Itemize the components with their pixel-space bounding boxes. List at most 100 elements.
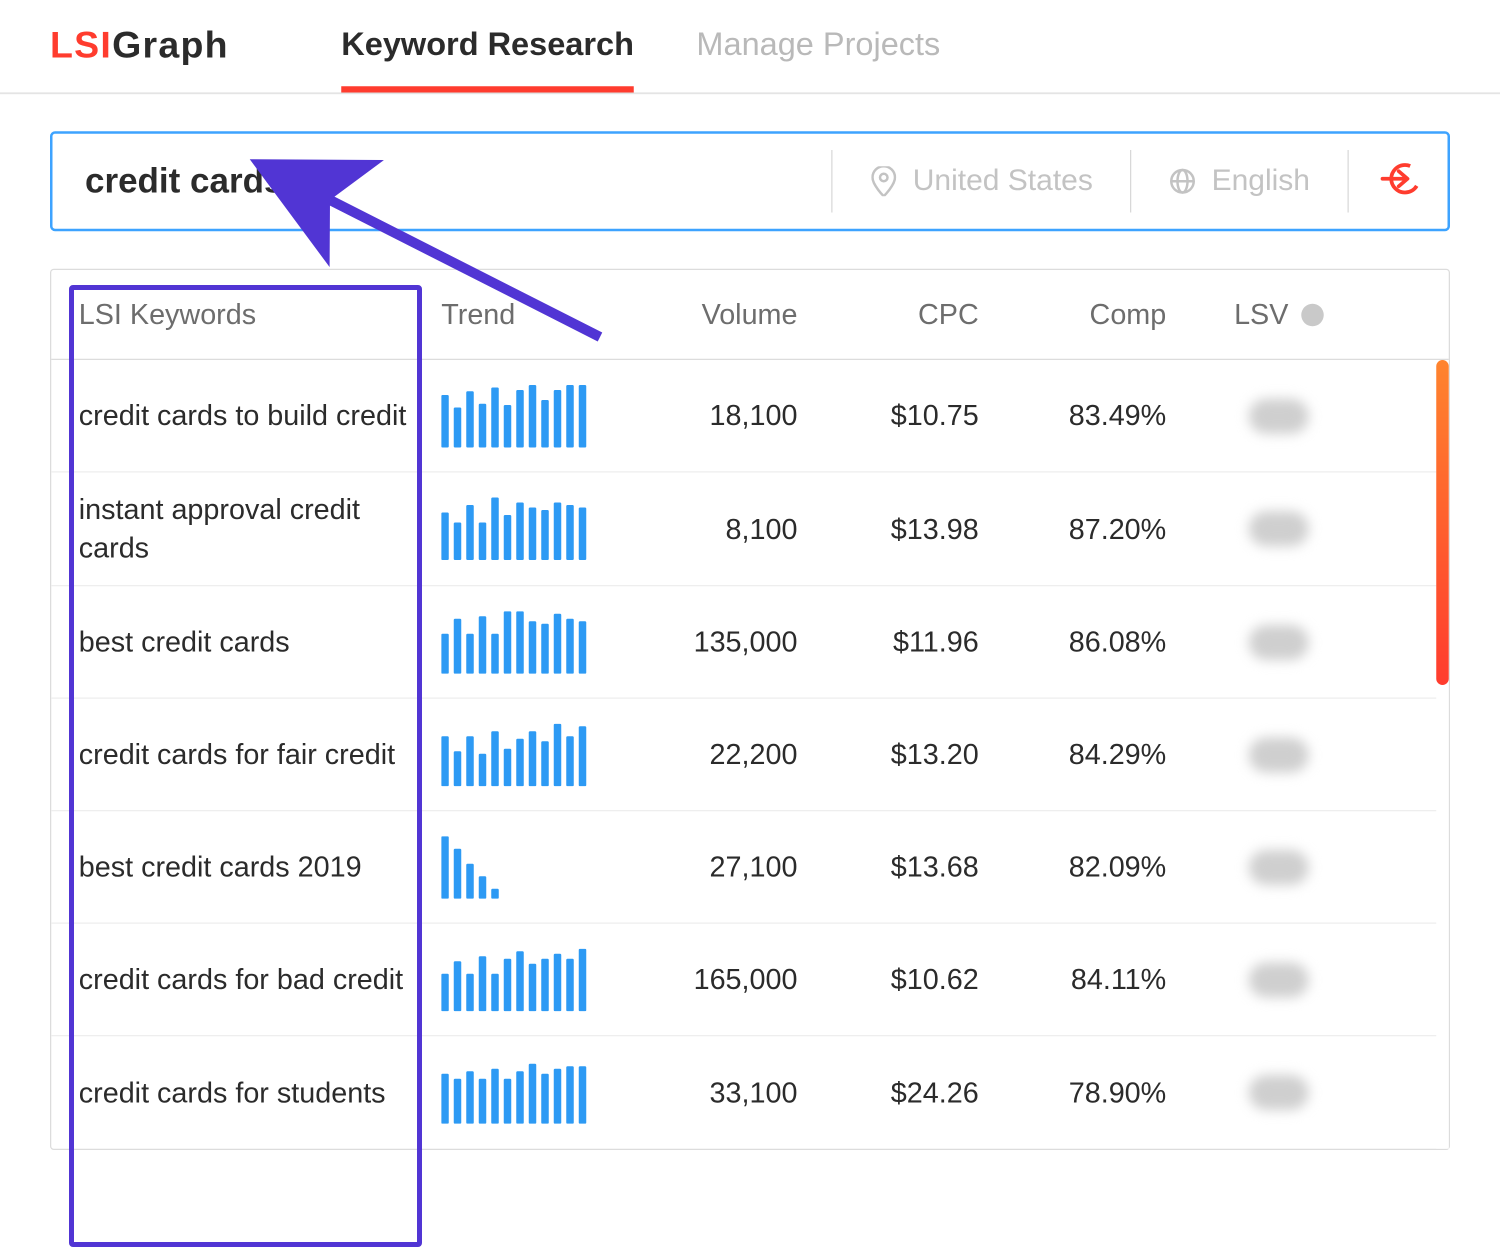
tab-manage-projects[interactable]: Manage Projects: [696, 25, 940, 93]
logo-black: Graph: [112, 25, 229, 66]
keyword-cell: credit cards for students: [79, 1073, 442, 1112]
trend-bar: [541, 1074, 549, 1124]
col-comp[interactable]: Comp: [1004, 298, 1192, 332]
col-lsv[interactable]: LSV: [1191, 298, 1366, 332]
trend-bar: [541, 741, 549, 786]
comp-cell: 78.90%: [1004, 1076, 1192, 1110]
trend-bar: [504, 404, 512, 447]
trend-bar: [566, 736, 574, 786]
trend-bar: [529, 963, 537, 1011]
comp-cell: 86.08%: [1004, 625, 1192, 659]
trend-bar: [554, 503, 562, 561]
trend-sparkline: [441, 498, 629, 561]
search-bar: United States English: [50, 131, 1450, 231]
trend-bar: [441, 1074, 449, 1124]
trend-bar: [491, 633, 499, 673]
volume-cell: 8,100: [629, 512, 823, 546]
trend-sparkline: [441, 948, 629, 1011]
trend-bar: [554, 389, 562, 447]
col-trend[interactable]: Trend: [441, 298, 629, 332]
logo-red: LSI: [50, 25, 112, 66]
trend-bar: [479, 523, 487, 561]
language-selector[interactable]: English: [1130, 150, 1347, 213]
trend-bar: [454, 618, 462, 673]
lsv-blurred-value: [1249, 849, 1309, 884]
comp-cell: 83.49%: [1004, 399, 1192, 433]
comp-cell: 87.20%: [1004, 512, 1192, 546]
trend-bar: [566, 384, 574, 447]
table-row[interactable]: credit cards for fair credit22,200$13.20…: [51, 699, 1449, 812]
trend-bar: [441, 633, 449, 673]
language-label: English: [1212, 164, 1310, 199]
lsv-blurred-value: [1249, 737, 1309, 772]
trend-bar: [454, 407, 462, 447]
keyword-search-input[interactable]: [53, 161, 832, 201]
trend-bar: [554, 613, 562, 673]
cpc-cell: $10.62: [823, 963, 1004, 997]
country-selector[interactable]: United States: [831, 150, 1130, 213]
scrollbar-thumb[interactable]: [1436, 360, 1449, 685]
results-table: LSI Keywords Trend Volume CPC Comp LSV c…: [50, 269, 1450, 1150]
trend-bar: [554, 953, 562, 1011]
enter-arrow-icon: [1377, 161, 1420, 202]
help-icon[interactable]: [1301, 303, 1324, 326]
logo: LSIGraph: [50, 25, 229, 68]
trend-bar: [454, 523, 462, 561]
comp-cell: 84.29%: [1004, 738, 1192, 772]
trend-bar: [466, 736, 474, 786]
trend-bar: [466, 1071, 474, 1124]
lsv-cell: [1191, 511, 1366, 546]
trend-bar: [466, 973, 474, 1011]
trend-bar: [516, 1071, 524, 1124]
trend-bar: [504, 1079, 512, 1124]
trend-bar: [479, 956, 487, 1011]
trend-bar: [529, 508, 537, 561]
cpc-cell: $11.96: [823, 625, 1004, 659]
table-row[interactable]: credit cards for bad credit165,000$10.62…: [51, 924, 1449, 1037]
col-lsi-keywords[interactable]: LSI Keywords: [79, 298, 442, 332]
trend-bar: [454, 961, 462, 1011]
top-nav: LSIGraph Keyword Research Manage Project…: [0, 0, 1500, 94]
lsv-blurred-value: [1249, 398, 1309, 433]
trend-bar: [466, 633, 474, 673]
trend-bar: [466, 863, 474, 898]
table-row[interactable]: best credit cards135,000$11.9686.08%: [51, 586, 1449, 699]
lsv-cell: [1191, 624, 1366, 659]
trend-bar: [579, 948, 587, 1011]
location-pin-icon: [870, 168, 898, 196]
col-cpc[interactable]: CPC: [823, 298, 1004, 332]
trend-bar: [504, 515, 512, 560]
trend-bar: [479, 403, 487, 447]
table-row[interactable]: credit cards to build credit18,100$10.75…: [51, 360, 1449, 473]
keyword-cell: best credit cards: [79, 623, 442, 662]
trend-sparkline: [441, 723, 629, 786]
col-volume[interactable]: Volume: [629, 298, 823, 332]
trend-bar: [579, 1066, 587, 1124]
trend-bar: [516, 951, 524, 1011]
trend-bar: [541, 958, 549, 1011]
trend-bar: [479, 616, 487, 674]
table-row[interactable]: credit cards for students33,100$24.2678.…: [51, 1036, 1449, 1149]
trend-bar: [566, 505, 574, 560]
lsv-blurred-value: [1249, 624, 1309, 659]
globe-icon: [1169, 168, 1197, 196]
trend-bar: [441, 736, 449, 786]
trend-bar: [554, 1069, 562, 1124]
trend-bar: [566, 1066, 574, 1124]
trend-bar: [441, 394, 449, 447]
table-row[interactable]: best credit cards 201927,100$13.6882.09%: [51, 811, 1449, 924]
trend-bar: [454, 751, 462, 786]
trend-bar: [529, 621, 537, 674]
table-row[interactable]: instant approval credit cards8,100$13.98…: [51, 473, 1449, 587]
tab-keyword-research[interactable]: Keyword Research: [341, 25, 634, 93]
volume-cell: 18,100: [629, 399, 823, 433]
lsv-cell: [1191, 849, 1366, 884]
trend-bar: [466, 505, 474, 560]
volume-cell: 22,200: [629, 738, 823, 772]
trend-bar: [491, 973, 499, 1011]
lsv-cell: [1191, 398, 1366, 433]
search-submit-button[interactable]: [1348, 150, 1448, 213]
lsv-blurred-value: [1249, 1075, 1309, 1110]
trend-sparkline: [441, 611, 629, 674]
trend-bar: [454, 1079, 462, 1124]
